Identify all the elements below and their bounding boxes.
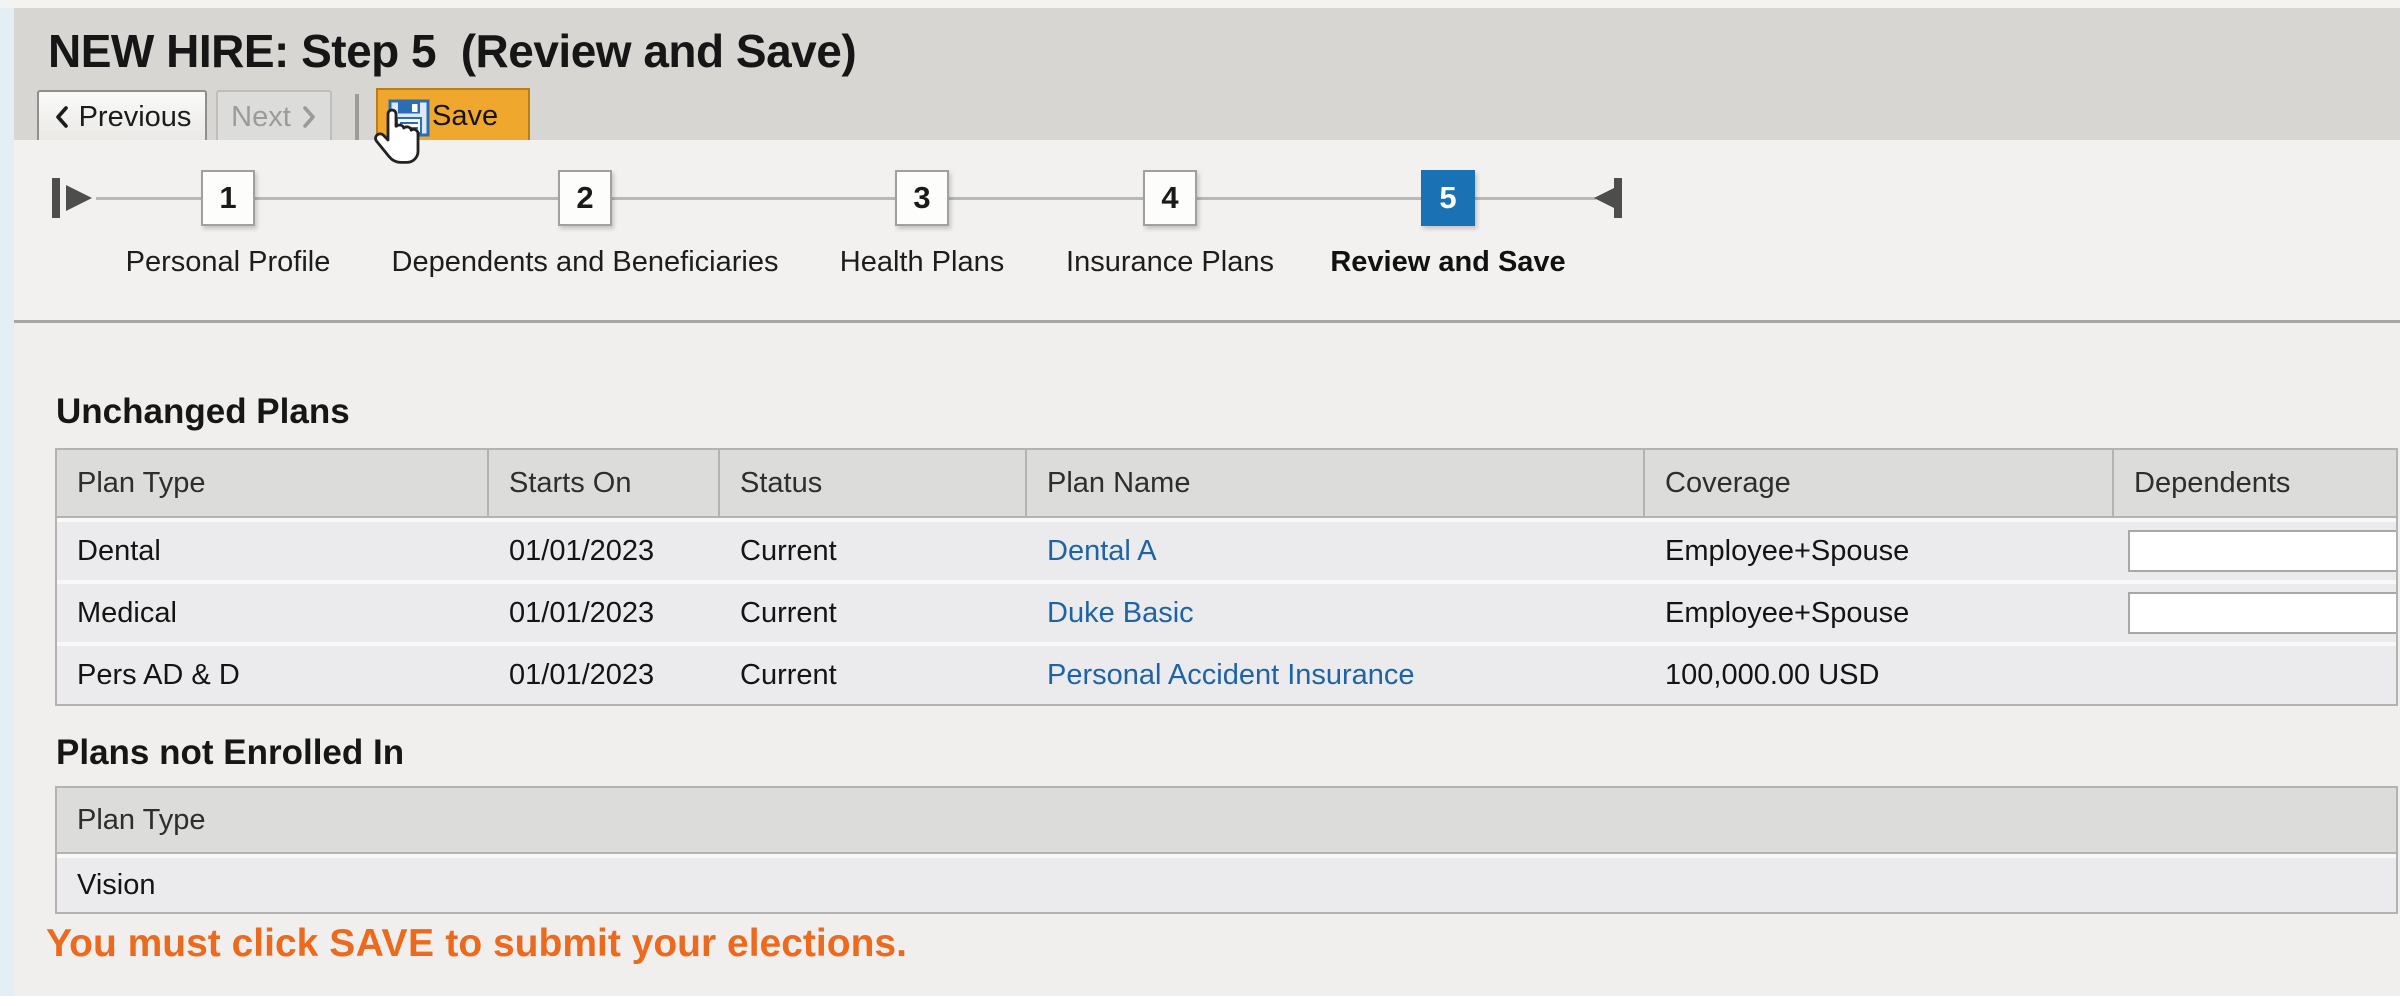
roadmap-step-2[interactable]: 2	[558, 170, 612, 226]
column-header-plan-name: Plan Name	[1027, 450, 1645, 516]
save-button-label: Save	[432, 99, 499, 132]
cell-status: Current	[740, 596, 837, 629]
cell-plan-type: Dental	[77, 534, 161, 567]
cell-dependents	[2114, 522, 2396, 580]
roadmap-step-5-label: Review and Save	[1330, 246, 1566, 278]
roadmap-step-3[interactable]: 3	[895, 170, 949, 226]
table-row: Pers AD & D 01/01/2023 Current Personal …	[57, 642, 2396, 704]
roadmap-step-2-label: Dependents and Beneficiaries	[391, 246, 779, 278]
column-header-starts-on: Starts On	[489, 450, 720, 516]
cell-plan-type: Pers AD & D	[77, 658, 240, 691]
step-roadmap	[14, 140, 2400, 320]
not-enrolled-table: Plan Type Vision	[55, 786, 2398, 914]
roadmap-step-4-label: Insurance Plans	[1066, 246, 1274, 278]
previous-button[interactable]: Previous	[37, 90, 207, 144]
next-button[interactable]: Next	[216, 90, 332, 144]
cell-dependents	[2114, 646, 2396, 704]
column-header-plan-type: Plan Type	[57, 450, 489, 516]
table-row: Vision	[57, 854, 2396, 912]
cell-plan-type: Vision	[77, 868, 156, 901]
roadmap-line	[96, 197, 1596, 200]
roadmap-step-5[interactable]: 5	[1421, 170, 1475, 226]
table-row: Medical 01/01/2023 Current Duke Basic Em…	[57, 580, 2396, 642]
roadmap-step-1-label: Personal Profile	[125, 246, 331, 278]
roadmap-end-icon	[1592, 176, 1628, 225]
left-edge-strip	[0, 8, 14, 996]
column-header-plan-type: Plan Type	[77, 803, 206, 836]
column-header-coverage: Coverage	[1645, 450, 2114, 516]
next-button-label: Next	[231, 100, 291, 133]
chevron-left-icon	[53, 105, 69, 129]
cell-starts-on: 01/01/2023	[509, 534, 655, 567]
toolbar-separator	[355, 94, 359, 140]
cell-status: Current	[740, 658, 837, 691]
roadmap-step-4[interactable]: 4	[1143, 170, 1197, 226]
save-button[interactable]: Save	[374, 88, 530, 164]
table-header-row: Plan Type	[57, 788, 2396, 854]
unchanged-plans-heading: Unchanged Plans	[56, 392, 350, 431]
save-warning-emphasis: SAVE	[329, 922, 435, 965]
previous-button-label: Previous	[78, 100, 192, 133]
cell-plan-type: Medical	[77, 596, 177, 629]
cell-starts-on: 01/01/2023	[509, 596, 655, 629]
plan-name-link[interactable]: Personal Accident Insurance	[1047, 658, 1415, 691]
cell-coverage: Employee+Spouse	[1665, 534, 1910, 567]
unchanged-plans-table: Plan Type Starts On Status Plan Name Cov…	[55, 448, 2398, 706]
plan-name-link[interactable]: Dental A	[1047, 534, 1157, 567]
plan-name-link[interactable]: Duke Basic	[1047, 596, 1194, 629]
not-enrolled-heading: Plans not Enrolled In	[56, 733, 405, 772]
dependents-input[interactable]	[2128, 592, 2396, 634]
column-header-dependents: Dependents	[2134, 466, 2291, 499]
dependents-input[interactable]	[2128, 530, 2396, 572]
chevron-right-icon	[301, 105, 317, 129]
cell-coverage: 100,000.00 USD	[1665, 658, 1880, 691]
table-row: Dental 01/01/2023 Current Dental A Emplo…	[57, 518, 2396, 580]
cell-coverage: Employee+Spouse	[1665, 596, 1910, 629]
cell-status: Current	[740, 534, 837, 567]
column-header-status: Status	[720, 450, 1027, 516]
roadmap-step-3-label: Health Plans	[839, 246, 1005, 278]
cell-dependents	[2114, 584, 2396, 642]
cell-starts-on: 01/01/2023	[509, 658, 655, 691]
title-toolbar-band: NEW HIRE: Step 5 (Review and Save) Previ…	[14, 8, 2400, 164]
page-title: NEW HIRE: Step 5 (Review and Save)	[48, 25, 857, 77]
top-strip	[0, 0, 2400, 8]
roadmap-start-icon	[50, 176, 98, 225]
roadmap-step-1[interactable]: 1	[201, 170, 255, 226]
hand-cursor-icon	[372, 106, 428, 182]
table-header-row: Plan Type Starts On Status Plan Name Cov…	[57, 450, 2396, 518]
save-warning-message: You must click SAVE to submit your elect…	[46, 922, 907, 965]
band-divider	[14, 320, 2400, 323]
